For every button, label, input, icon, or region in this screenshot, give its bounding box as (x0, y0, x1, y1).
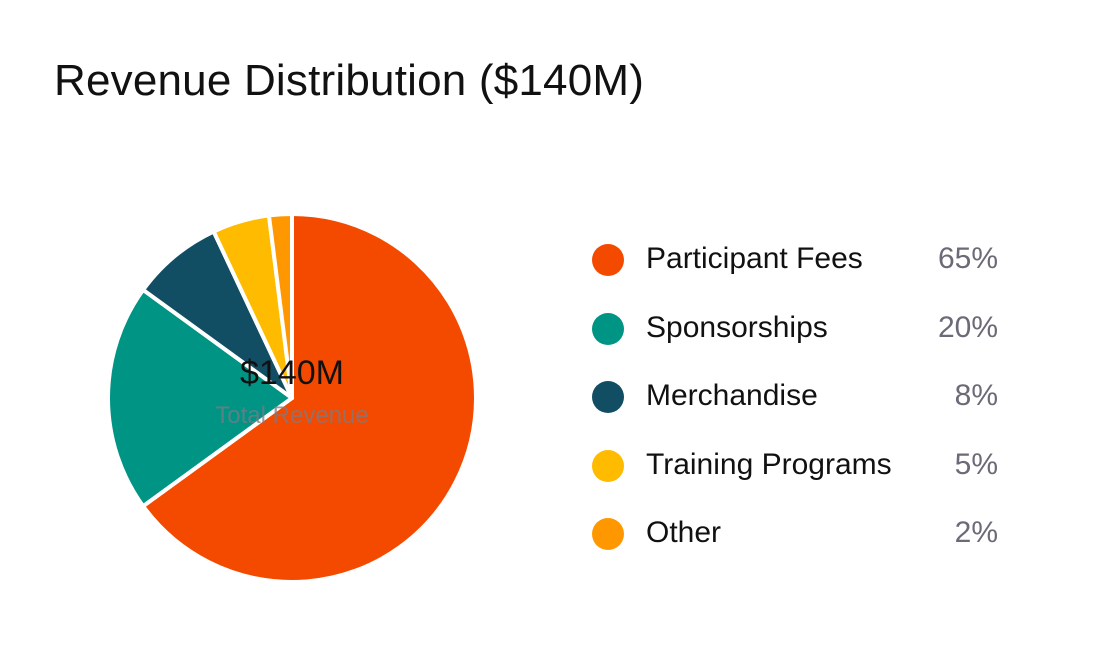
pie-slice-sponsorships[interactable] (106, 287, 294, 509)
legend-label: Other (646, 516, 722, 549)
legend-value: 65% (937, 242, 998, 275)
legend-value: 5% (954, 447, 998, 481)
legend-swatch (592, 449, 624, 482)
legend-label: Training Programs (646, 447, 892, 481)
pie-center-value: $140M (240, 354, 344, 392)
legend-item-participant-fees[interactable]: Participant Fees 65% (592, 226, 1002, 295)
legend-label: Merchandise (646, 379, 818, 412)
legend-label: Sponsorships (646, 310, 828, 344)
legend-item-other[interactable]: Other 2% (592, 500, 1002, 569)
legend-swatch (592, 244, 624, 276)
pie-slice-other[interactable] (266, 212, 294, 400)
legend-item-sponsorships[interactable]: Sponsorships 20% (592, 295, 1002, 364)
chart-title: Revenue Distribution ($140M) (54, 56, 645, 105)
pie-chart-svg (106, 212, 478, 584)
legend-item-merchandise[interactable]: Merchandise 8% (592, 363, 1002, 432)
chart-legend: Participant Fees 65% Sponsorships 20% Mercha… (592, 226, 1002, 569)
legend-value: 20% (937, 310, 998, 344)
legend-swatch (592, 518, 624, 550)
legend-value: 8% (954, 379, 998, 412)
pie-slice-participant-fees[interactable] (141, 212, 478, 584)
legend-swatch (592, 381, 624, 413)
legend-item-training-programs[interactable]: Training Programs 5% (592, 432, 1002, 501)
legend-label: Participant Fees (646, 242, 863, 275)
legend-value: 2% (954, 516, 998, 549)
legend-swatch (592, 312, 624, 345)
pie-center-label: Total Revenue (215, 402, 369, 429)
pie-chart: $140M Total Revenue (100, 206, 484, 590)
